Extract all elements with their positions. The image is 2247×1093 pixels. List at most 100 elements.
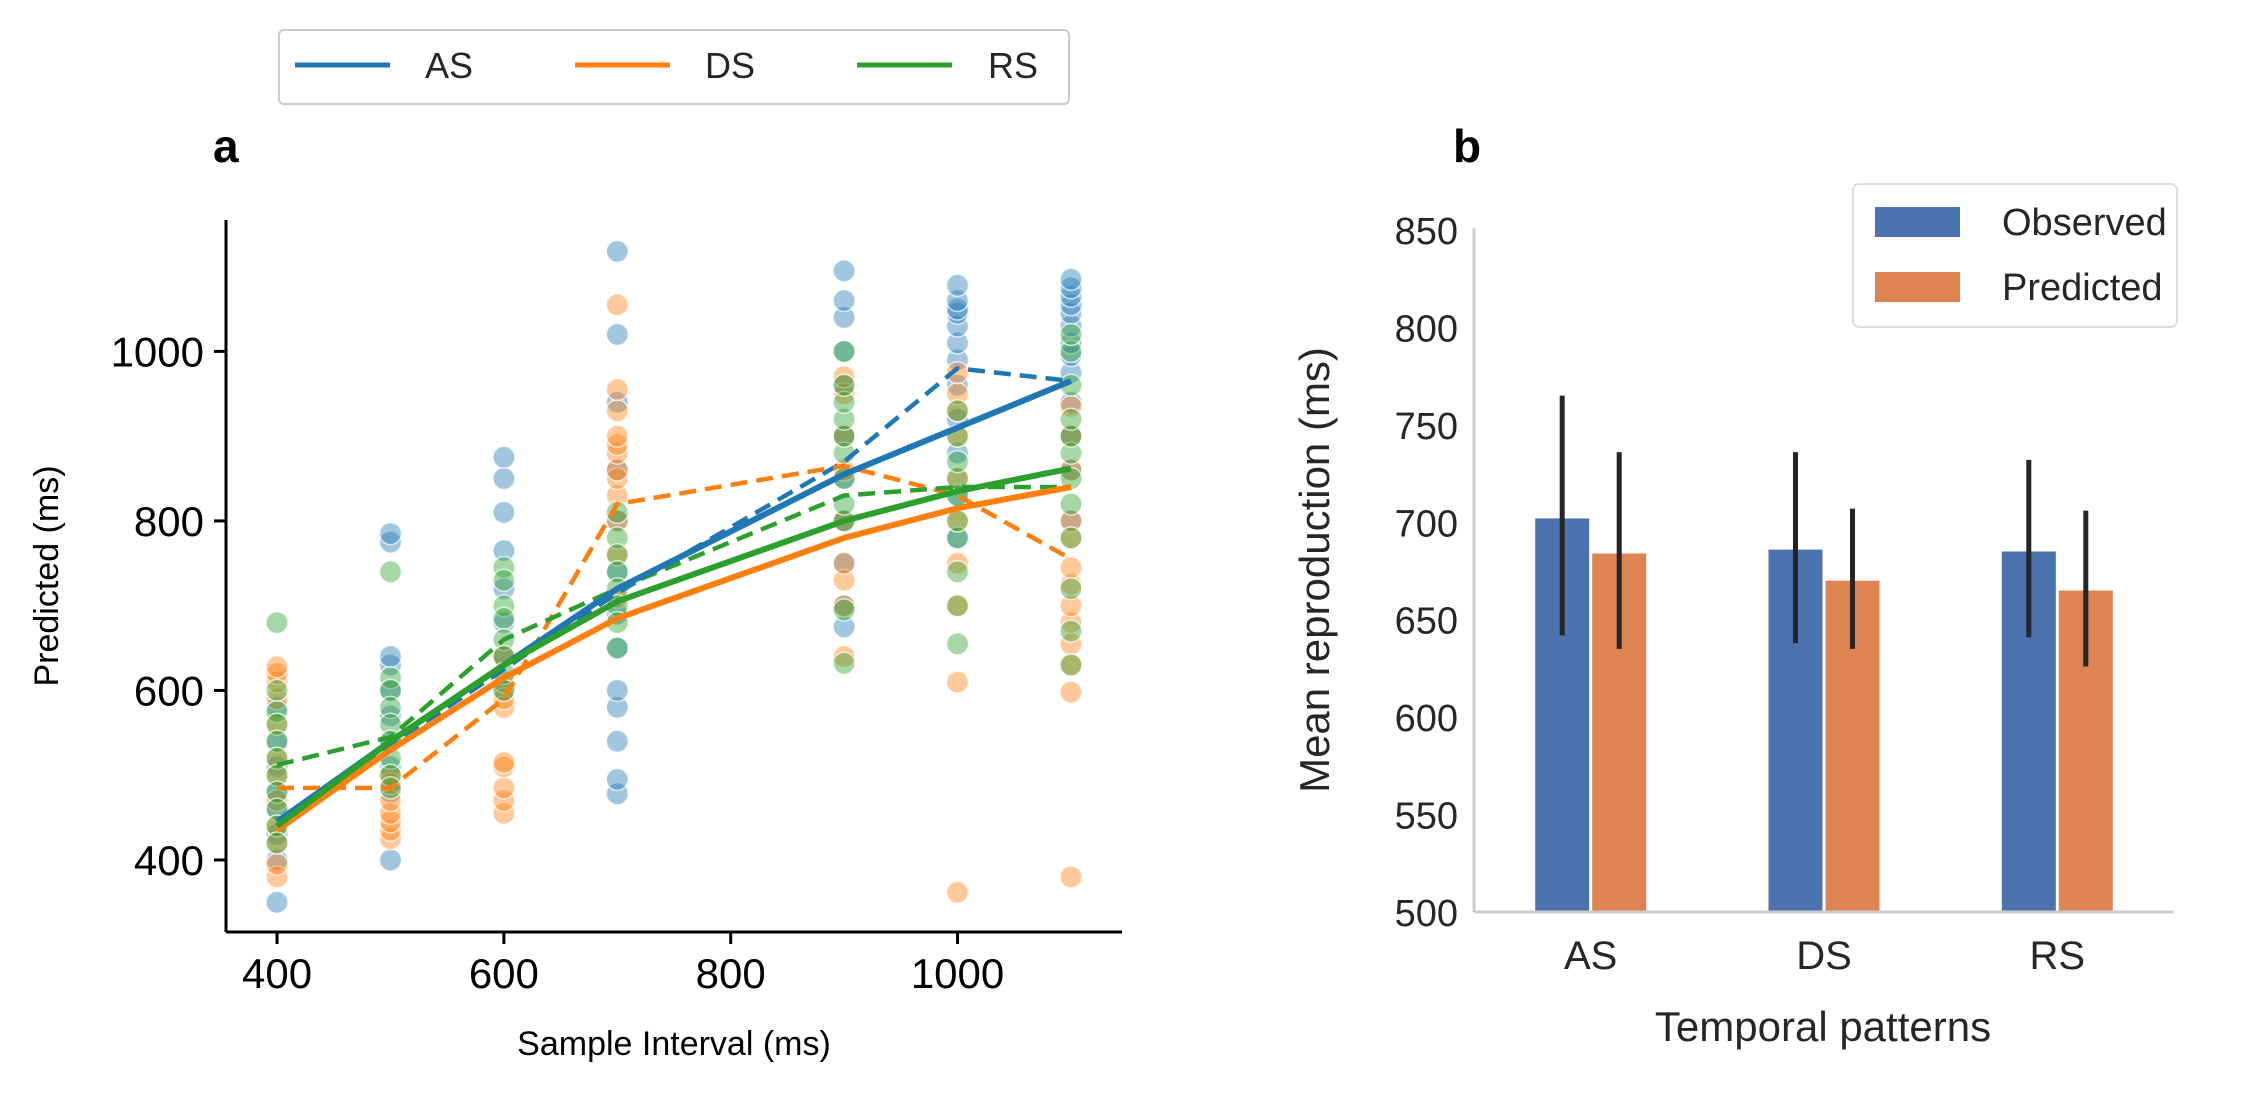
- scatter-point-rs: [945, 449, 970, 474]
- scatter-point-rs: [265, 729, 289, 754]
- y-tick-label: 1000: [111, 328, 204, 375]
- scatter-point-rs: [832, 339, 856, 364]
- panel-b-legend: Observed Predicted: [1852, 183, 2178, 328]
- scatter-point-ds: [1059, 593, 1083, 618]
- scatter-point-as: [265, 890, 289, 915]
- legend-swatch-predicted: [1875, 272, 1960, 302]
- scatter-point-rs: [945, 560, 970, 584]
- scatter-point-ds: [605, 466, 630, 491]
- scatter-point-ds: [1059, 610, 1083, 635]
- scatter-point-rs: [832, 373, 856, 398]
- scatter-point-rs: [605, 543, 630, 567]
- scatter-point-rs: [832, 424, 856, 448]
- scatter-point-as: [492, 445, 516, 470]
- scatter-point-rs: [1059, 492, 1083, 516]
- panel-a-y-label: Predicted (ms): [28, 465, 66, 686]
- panel-b-bars-layer: [1535, 395, 2113, 912]
- scatter-point-as: [832, 288, 856, 313]
- y-tick-label: 700: [1395, 503, 1458, 545]
- x-tick-label: 400: [242, 950, 312, 997]
- scatter-point-ds: [605, 377, 630, 402]
- scatter-point-ds: [1059, 865, 1083, 889]
- x-tick-label: DS: [1796, 934, 1852, 978]
- scatter-point-as: [605, 767, 630, 792]
- scatter-point-as: [832, 615, 856, 639]
- scatter-point-as: [945, 373, 970, 398]
- scatter-point-ds: [265, 661, 289, 686]
- panel-a-scatter-layer: [265, 239, 1083, 915]
- scatter-point-ds: [265, 687, 289, 711]
- scatter-point-rs: [378, 560, 403, 584]
- scatter-point-rs: [1059, 424, 1083, 448]
- scatter-point-as: [492, 466, 516, 491]
- legend-swatch-observed: [1875, 207, 1960, 237]
- scatter-point-ds: [1059, 394, 1083, 419]
- scatter-point-ds: [265, 865, 289, 889]
- legend-label-rs: RS: [988, 45, 1038, 86]
- scatter-point-ds: [378, 801, 403, 826]
- scatter-point-rs: [945, 632, 970, 656]
- y-tick-label: 750: [1395, 406, 1458, 448]
- scatter-point-rs: [945, 593, 970, 618]
- scatter-point-ds: [1059, 680, 1083, 704]
- scatter-point-as: [1059, 267, 1083, 292]
- scatter-point-as: [1059, 331, 1083, 355]
- scatter-point-as: [605, 390, 630, 414]
- x-tick-label: RS: [2030, 934, 2086, 978]
- x-tick-label: 800: [696, 950, 766, 997]
- scatter-point-rs: [1059, 407, 1083, 431]
- scatter-point-as: [1059, 293, 1083, 317]
- scatter-point-ds: [832, 644, 856, 669]
- scatter-point-as: [832, 259, 856, 283]
- x-tick-label: 600: [469, 950, 539, 997]
- y-tick-label: 550: [1395, 796, 1458, 838]
- scatter-point-as: [265, 754, 289, 779]
- scatter-point-ds: [378, 810, 403, 834]
- scatter-point-as: [378, 848, 403, 872]
- legend-label-observed: Observed: [2002, 202, 2167, 244]
- solid-line-rs: [275, 465, 1072, 829]
- scatter-point-as: [945, 314, 970, 338]
- scatter-point-rs: [1059, 322, 1083, 347]
- dashed-line-as: [275, 365, 1072, 828]
- panel-b-y-label: Mean reproduction (ms): [1291, 347, 1338, 793]
- scatter-point-ds: [832, 551, 856, 576]
- top-legend-frame: [278, 29, 1070, 105]
- scatter-point-rs: [832, 651, 856, 676]
- scatter-point-ds: [492, 788, 516, 813]
- scatter-point-ds: [605, 398, 630, 423]
- y-tick-label: 850: [1395, 211, 1458, 253]
- scatter-point-ds: [605, 424, 630, 448]
- scatter-point-ds: [1059, 509, 1083, 533]
- y-tick-label: 600: [1395, 698, 1458, 740]
- scatter-point-as: [945, 273, 970, 298]
- scatter-point-as: [605, 695, 630, 720]
- scatter-point-as: [832, 305, 856, 330]
- y-tick-label: 500: [1395, 893, 1458, 935]
- scatter-point-as: [605, 678, 630, 703]
- scatter-point-rs: [605, 526, 630, 550]
- scatter-point-as: [1059, 276, 1083, 300]
- scatter-point-as: [1059, 284, 1083, 309]
- scatter-point-rs: [832, 407, 856, 431]
- legend-label-as: AS: [425, 45, 473, 86]
- y-tick-label: 400: [134, 837, 204, 884]
- scatter-point-ds: [378, 818, 403, 843]
- scatter-point-rs: [492, 568, 516, 592]
- legend-label-predicted: Predicted: [2002, 267, 2163, 309]
- scatter-point-ds: [265, 852, 289, 876]
- scatter-point-as: [945, 297, 970, 321]
- scatter-point-ds: [605, 432, 630, 457]
- scatter-point-rs: [265, 712, 289, 737]
- legend-label-ds: DS: [705, 45, 755, 86]
- x-tick-label: 1000: [911, 950, 1004, 997]
- scatter-point-as: [378, 704, 403, 728]
- panel-b: b 500 550 600 650 700 750 800 850 AS DS RS Tempora…: [1291, 120, 2178, 1050]
- y-tick-label: 650: [1395, 601, 1458, 643]
- scatter-point-as: [1059, 301, 1083, 325]
- scatter-point-rs: [945, 526, 970, 550]
- scatter-point-ds: [832, 365, 856, 389]
- scatter-point-as: [378, 754, 403, 779]
- scatter-point-as: [605, 729, 630, 754]
